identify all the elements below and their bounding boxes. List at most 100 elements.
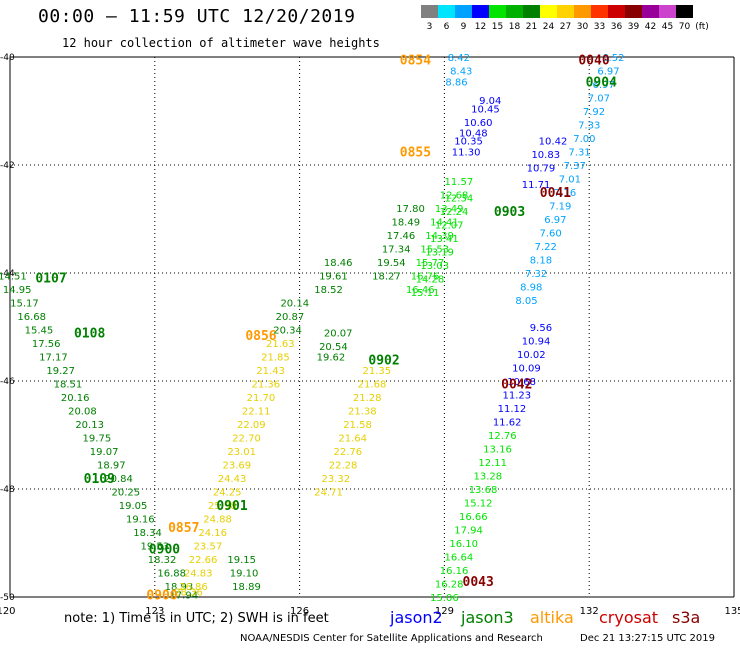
wave-height-point: 15.12 [464, 499, 493, 510]
color-bin-label: 27 [559, 22, 572, 32]
wave-height-point: 8.18 [530, 256, 552, 267]
y-tick-label: -46 [0, 377, 15, 387]
wave-height-point: 26.86 [179, 582, 208, 593]
wave-height-point: 22.09 [237, 420, 266, 431]
y-tick-label: -42 [0, 161, 15, 171]
wave-height-point: 11.12 [498, 404, 527, 415]
wave-height-point: 7.31 [568, 148, 590, 159]
wave-height-point: 8.86 [445, 77, 467, 88]
color-bin-label: 6 [443, 22, 450, 32]
chart-grid [10, 57, 734, 597]
color-bin-label: 18 [508, 22, 521, 32]
x-tick-label: 120 [0, 606, 16, 617]
wave-height-point: 13.28 [474, 472, 503, 483]
wave-height-point: 17.17 [39, 353, 68, 364]
pass-time-label: 0855 [400, 146, 431, 161]
wave-height-point: 16.10 [449, 539, 478, 550]
wave-height-point: 25.98 [208, 501, 237, 512]
wave-height-point: 21.64 [338, 434, 367, 445]
wave-height-point: 10.48 [459, 129, 488, 140]
wave-height-point: 20.16 [61, 393, 90, 404]
pass-time-label: 0109 [84, 472, 115, 487]
wave-height-point: 18.97 [97, 461, 126, 472]
color-bin-label: 21 [525, 22, 538, 32]
wave-height-point: 7.32 [525, 269, 547, 280]
wave-height-point: 19.62 [317, 353, 346, 364]
pass-time-label: 0107 [35, 271, 66, 286]
wave-height-point: 10.60 [464, 118, 493, 129]
x-tick-label: 129 [435, 606, 454, 617]
wave-height-point: 21.28 [353, 393, 382, 404]
wave-height-point: 7.22 [535, 242, 557, 253]
wave-height-point: 15.17 [10, 299, 39, 310]
wave-height-point: 16.46 [406, 285, 435, 296]
wave-height-point: 10.42 [539, 137, 568, 148]
wave-height-point: 21.38 [348, 407, 377, 418]
wave-height-point: 8.98 [520, 283, 542, 294]
wave-height-point: 21.58 [343, 420, 372, 431]
wave-height-point: 24.83 [184, 569, 213, 580]
wave-height-point: 8.43 [450, 67, 472, 78]
wave-height-point: 14.39 [425, 231, 454, 242]
wave-height-point: 21.68 [358, 380, 387, 391]
wave-height-point: 7.01 [559, 175, 581, 186]
footer-timestamp: Dec 21 13:27:15 UTC 2019 [580, 633, 715, 644]
wave-height-point: 24.25 [213, 488, 242, 499]
color-bin-label: 3 [426, 22, 433, 32]
wave-height-point: 17.94 [169, 590, 198, 601]
wave-height-point: 14.51 [0, 272, 27, 283]
wave-height-point: 10.35 [454, 137, 483, 148]
wave-height-point: 19.07 [90, 447, 119, 458]
wave-height-point: 10.79 [527, 164, 556, 175]
chart-tick-labels: 120 123 126 129 132 135 -40 -42 -44 -46 -48 -50 [0, 53, 740, 617]
x-tick-label: 123 [145, 606, 164, 617]
pass-time-label: 0041 [540, 186, 571, 201]
wave-height-point: 7.00 [573, 134, 595, 145]
wave-height-point: 21.85 [261, 353, 290, 364]
wave-height-point: 23.32 [321, 474, 350, 485]
wave-height-point: 7.60 [539, 229, 561, 240]
pass-time-label: 0042 [501, 378, 532, 393]
wave-height-point: 10.02 [517, 350, 546, 361]
wave-height-point: 18.52 [314, 285, 343, 296]
wave-height-point: 15.11 [411, 288, 440, 299]
wave-height-point: 11.57 [445, 177, 474, 188]
wave-height-point: 7.16 [554, 188, 576, 199]
wave-height-point: 24.43 [218, 474, 247, 485]
wave-height-point: 10.94 [522, 337, 551, 348]
wave-height-point: 20.34 [273, 326, 302, 337]
legend-s3a: s3a [672, 608, 701, 627]
wave-height-point: 11.71 [522, 180, 551, 191]
color-bin-label: 30 [576, 22, 589, 32]
wave-height-point: 13.16 [483, 445, 512, 456]
color-bin-label: 9 [460, 22, 467, 32]
wave-height-point: 12.11 [478, 458, 507, 469]
wave-height-point: 19.61 [319, 272, 348, 283]
pass-time-label: 0903 [494, 205, 525, 220]
wave-height-point: 12.68 [440, 191, 469, 202]
wave-height-point: 21.70 [247, 393, 276, 404]
wave-height-point: 10.83 [531, 150, 560, 161]
wave-height-point: 20.07 [324, 328, 353, 339]
wave-height-point: 12.76 [488, 431, 517, 442]
wave-height-point: 9.04 [479, 96, 501, 107]
pass-time-label: 0857 [168, 521, 199, 536]
color-bin-label: 42 [644, 22, 657, 32]
wave-height-point: 21.63 [266, 339, 295, 350]
page-title: 00:00 – 11:59 UTC 12/20/2019 [38, 6, 356, 27]
wave-height-point: 16.16 [440, 566, 469, 577]
wave-height-point: 14.41 [430, 218, 459, 229]
wave-height-point: 22.66 [189, 555, 218, 566]
wave-height-point: 16.28 [435, 580, 464, 591]
wave-height-point: 19.16 [126, 515, 155, 526]
wave-height-point: 23.57 [194, 542, 223, 553]
wave-height-point: 19.75 [83, 434, 112, 445]
wave-height-point: 24.71 [314, 488, 343, 499]
wave-height-point: 17.94 [454, 526, 483, 537]
pass-time-label: 0108 [74, 326, 105, 341]
wave-height-point: 10.45 [471, 104, 500, 115]
wave-height-point: 17.56 [32, 339, 61, 350]
pass-time-label: 0901 [216, 499, 247, 514]
wave-height-point: 15.06 [430, 593, 459, 604]
